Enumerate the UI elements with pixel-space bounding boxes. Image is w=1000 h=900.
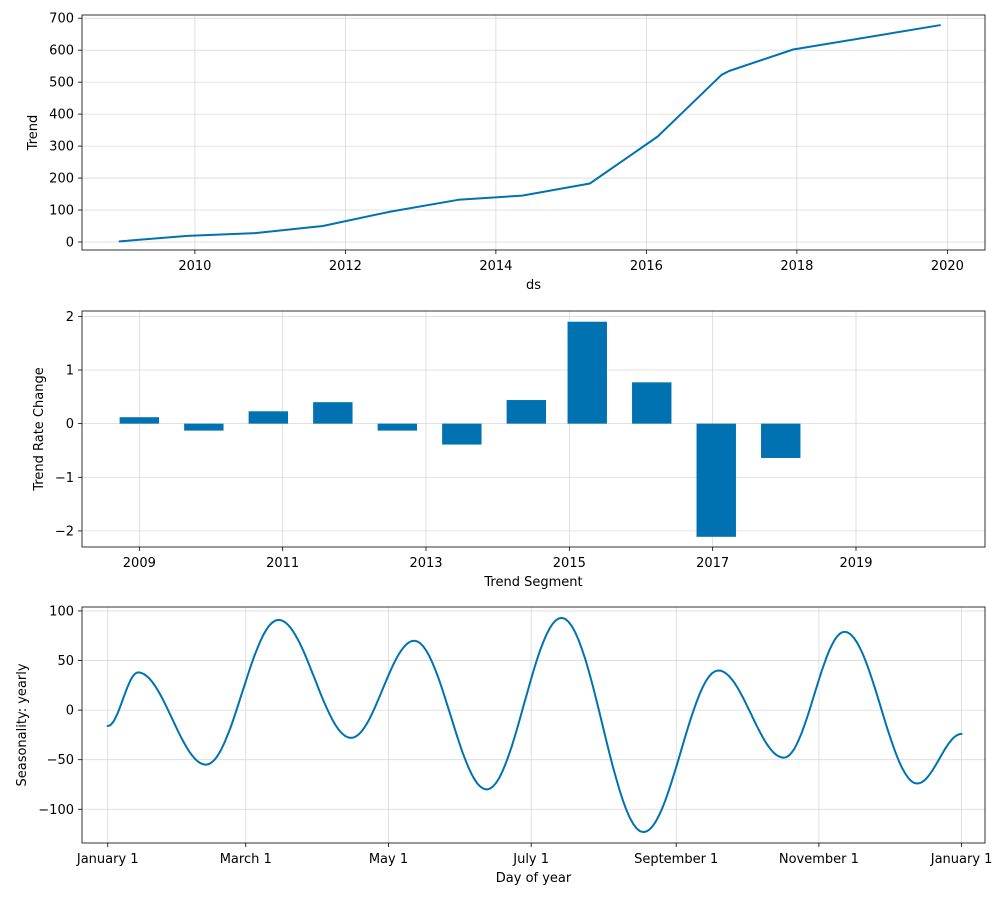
- trend-x-tick-label: 2010: [178, 259, 211, 274]
- trend-x-tick-label: 2016: [630, 259, 663, 274]
- seasonality-y-tick-label: 0: [66, 704, 74, 719]
- trend-y-tick-label: 400: [49, 108, 74, 123]
- trend-x-tick-label: 2012: [329, 259, 362, 274]
- trend-y-tick-label: 300: [49, 140, 74, 155]
- seasonality-y-tick-label: 50: [57, 654, 74, 669]
- trend-y-tick-label: 700: [49, 12, 74, 27]
- seasonality-x-tick-label: March 1: [220, 852, 272, 867]
- seasonality-x-tick-label: May 1: [369, 852, 408, 867]
- trend-x-tick-label: 2020: [931, 259, 964, 274]
- seasonality-x-tick-label: July 1: [512, 852, 549, 867]
- trend-rate-y-tick-label: −2: [55, 524, 74, 539]
- trend-rate-change-bar: [377, 423, 418, 431]
- trend-rate-change-bar: [632, 382, 672, 424]
- seasonality-y-axis-label: Seasonality: yearly: [15, 663, 30, 786]
- trend-rate-change-bar: [248, 411, 289, 424]
- trend-rate-change-bar: [761, 423, 801, 458]
- trend-y-tick-label: 0: [66, 236, 74, 251]
- trend-rate-change-bar: [313, 402, 353, 424]
- trend-rate-y-tick-label: −1: [55, 471, 74, 486]
- seasonality-plot-frame: [81, 606, 986, 844]
- trend-series-line: [118, 24, 941, 243]
- trend-rate-change-panel: 2009 2011 2013 2015 2017 2019 −2 −1 0 1 2 Trend Se…: [32, 310, 986, 590]
- trend-rate-y-tick-label: 1: [66, 364, 74, 379]
- trend-rate-change-bar: [119, 417, 160, 424]
- seasonality-x-axis-label: Day of year: [496, 871, 572, 886]
- seasonality-x-tick-label: January 1: [930, 852, 993, 867]
- trend-rate-change-y-axis-label: Trend Rate Change: [32, 367, 47, 491]
- trend-rate-y-tick-label: 2: [66, 310, 74, 325]
- trend-x-tick-label: 2018: [780, 259, 813, 274]
- trend-x-tick-label: 2014: [479, 259, 512, 274]
- trend-rate-change-bar: [696, 423, 736, 537]
- yearly-seasonality-panel: January 1 March 1 May 1 July 1 September 1 No…: [15, 604, 992, 886]
- seasonality-x-tick-label: November 1: [779, 852, 859, 867]
- seasonality-x-tick-label: January 1: [76, 852, 139, 867]
- trend-rate-y-tick-label: 0: [66, 417, 74, 432]
- seasonality-y-tick-label: 100: [49, 604, 74, 619]
- trend-rate-x-tick-label: 2011: [266, 556, 299, 571]
- trend-rate-x-tick-label: 2013: [409, 556, 442, 571]
- trend-panel: 2010 2012 2014 2016 2018 2020 0 100 200 300 400 500…: [26, 12, 986, 293]
- seasonality-y-tick-label: −50: [47, 753, 74, 768]
- trend-y-tick-label: 100: [49, 204, 74, 219]
- seasonality-y-tick-label: −100: [38, 803, 74, 818]
- trend-y-tick-label: 600: [49, 44, 74, 59]
- trend-rate-x-tick-label: 2009: [123, 556, 156, 571]
- trend-x-axis-label: ds: [526, 278, 541, 293]
- trend-y-axis-label: Trend: [26, 115, 41, 152]
- trend-rate-x-tick-label: 2015: [553, 556, 586, 571]
- trend-rate-change-bar: [442, 423, 482, 445]
- trend-plot-frame: [81, 14, 986, 251]
- trend-y-tick-label: 500: [49, 76, 74, 91]
- trend-rate-x-tick-label: 2019: [839, 556, 872, 571]
- trend-rate-x-tick-label: 2017: [696, 556, 729, 571]
- trend-rate-change-bar: [506, 400, 547, 424]
- trend-rate-change-bar: [184, 423, 224, 431]
- trend-rate-change-x-axis-label: Trend Segment: [483, 575, 582, 590]
- trend-y-tick-label: 200: [49, 172, 74, 187]
- seasonality-series-line: [106, 616, 963, 834]
- seasonality-x-tick-label: September 1: [634, 852, 718, 867]
- trend-rate-change-bar: [567, 321, 607, 424]
- trend-rate-plot-frame: [81, 310, 986, 548]
